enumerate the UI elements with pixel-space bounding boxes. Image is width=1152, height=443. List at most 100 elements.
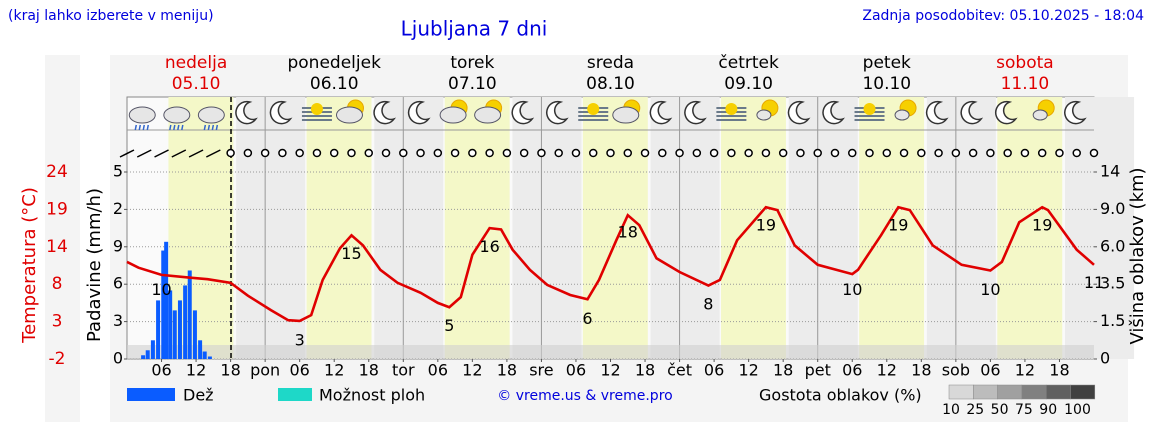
cloud-legend-swatch (973, 384, 998, 400)
x-tick-label: 06 (980, 361, 1000, 380)
precip-tick-label: 5 (113, 162, 123, 181)
icon-cloud (163, 106, 191, 124)
icon-cloud (335, 106, 363, 124)
x-tick-label: 18 (497, 361, 517, 380)
precip-bar (161, 250, 166, 359)
temperature-label: 10 (842, 280, 862, 299)
precip-bar (141, 355, 146, 359)
precip-tick-label: 2 (113, 199, 123, 218)
precip-tick-label: 0 (113, 349, 123, 368)
night-band (512, 97, 582, 359)
icon-moon (235, 100, 258, 125)
icon-moon (269, 100, 293, 125)
icon-moon (684, 100, 707, 125)
low-cloud-strip (127, 345, 1094, 359)
x-tick-label: 18 (911, 361, 931, 380)
wind-barb (136, 149, 152, 158)
cloud-legend-label: 50 (991, 402, 1009, 418)
icon-cloud (612, 106, 640, 124)
day-date: 10.10 (862, 74, 911, 94)
precip-bar (207, 356, 212, 359)
temperature-label: 5 (444, 316, 454, 335)
wind-calm (968, 148, 978, 158)
temperature-label: 19 (756, 215, 776, 234)
icon-rain (134, 124, 138, 131)
wind-calm (588, 148, 598, 158)
wind-calm (1072, 148, 1081, 158)
cloud-legend-swatch (1070, 384, 1096, 400)
y2-tick-label: 3.5 (1100, 274, 1125, 293)
temperature-label: 18 (618, 223, 638, 242)
icon-moon (960, 100, 984, 125)
wind-calm (433, 148, 443, 158)
precip-tick-label: 6 (113, 274, 123, 293)
daylight-band (306, 97, 372, 359)
wind-calm (1020, 148, 1030, 158)
wind-calm (1089, 148, 1099, 158)
icon-cloud (474, 106, 502, 124)
wind-calm (848, 148, 857, 158)
daylight-band (444, 97, 510, 359)
y2-axis-title: Višina oblakov (km) (1127, 167, 1148, 344)
icon-sun (863, 103, 876, 115)
precip-axis-title: Padavine (mm/h) (84, 188, 105, 342)
x-tick-label: 06 (566, 361, 586, 380)
icon-cloud (894, 109, 910, 121)
wind-calm (796, 148, 805, 158)
cloud-legend-title: Gostota oblakov (%) (759, 386, 922, 405)
x-tick-label: pet (805, 361, 831, 380)
daylight-band (582, 97, 648, 359)
legend-label: Možnost ploh (319, 386, 425, 405)
legend-swatch (278, 388, 312, 401)
night-band (1064, 97, 1135, 359)
precip-bar (192, 310, 197, 359)
x-tick-label: 06 (151, 361, 171, 380)
day-name: sobota (996, 53, 1054, 73)
day-name: nedelja (165, 53, 227, 73)
icon-sun (310, 103, 323, 115)
wind-calm (761, 148, 771, 158)
wind-calm (468, 148, 477, 158)
precip-bar (183, 285, 188, 359)
y-axis-title: Temperatura (°C) (19, 187, 40, 344)
icon-moon (787, 100, 811, 125)
x-tick-label: pon (250, 361, 280, 380)
updated: Zadnja posodobitev: 05.10.2025 - 18:04 (862, 8, 1144, 24)
icon-moon (546, 100, 569, 125)
daylight-band (721, 97, 786, 359)
day-name: torek (450, 53, 494, 73)
icon-cloud (439, 106, 467, 124)
precip-tick-label: 3 (113, 311, 123, 330)
day-date: 07.10 (448, 74, 497, 94)
temperature-label: 10 (980, 280, 1000, 299)
wind-calm (813, 148, 822, 158)
left-panel (45, 55, 80, 422)
y2-tick-label: 14 (1100, 162, 1120, 181)
icon-rain (177, 124, 180, 131)
icon-rain (211, 124, 215, 131)
temperature-label: 15 (341, 244, 361, 263)
icon-sun (587, 103, 600, 115)
daylight-band (997, 97, 1063, 359)
y-tick-label: 3 (52, 312, 63, 332)
precip-bar (156, 300, 161, 359)
icon-rain (146, 124, 150, 131)
x-tick-label: čet (667, 361, 692, 380)
wind-calm (917, 148, 926, 158)
x-tick-label: 18 (1049, 361, 1069, 380)
cloud-legend-swatch (1021, 384, 1047, 400)
wind-barb (171, 149, 187, 158)
x-tick-label: 18 (359, 361, 379, 380)
wind-calm (727, 148, 736, 158)
wind-barb (206, 149, 221, 158)
icon-rain (203, 124, 207, 131)
wind-calm (1055, 148, 1064, 158)
wind-calm (744, 148, 753, 158)
precip-tick-label: 9 (113, 236, 123, 255)
wind-barb (119, 149, 135, 158)
x-tick-label: 06 (842, 361, 862, 380)
precip-bar (168, 290, 173, 359)
wind-barb (154, 149, 169, 158)
day-name: sreda (587, 53, 634, 73)
x-tick-label: 18 (635, 361, 655, 380)
